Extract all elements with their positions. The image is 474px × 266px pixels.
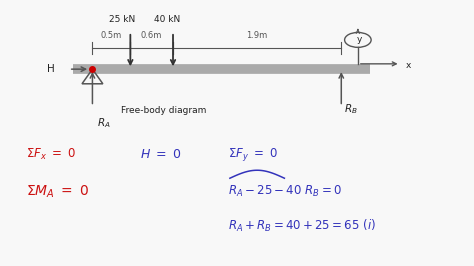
- Text: y: y: [356, 35, 362, 44]
- Text: $\Sigma F_y\ =\ 0$: $\Sigma F_y\ =\ 0$: [228, 146, 278, 163]
- Text: $R_A$: $R_A$: [97, 116, 111, 130]
- Text: 25 kN: 25 kN: [109, 15, 136, 24]
- Text: 40 kN: 40 kN: [154, 15, 180, 24]
- Text: $R_B$: $R_B$: [344, 102, 358, 116]
- Text: $\Sigma F_x\ =\ 0$: $\Sigma F_x\ =\ 0$: [26, 147, 76, 162]
- Text: 0.5m: 0.5m: [101, 31, 122, 40]
- Text: Free-body diagram: Free-body diagram: [121, 106, 206, 115]
- Text: $\Sigma M_A\ =\ 0$: $\Sigma M_A\ =\ 0$: [26, 183, 90, 200]
- Text: 1.9m: 1.9m: [246, 31, 268, 40]
- Text: H: H: [47, 64, 55, 74]
- Text: $H\ =\ 0$: $H\ =\ 0$: [140, 148, 182, 161]
- Text: $R_A + R_B = 40+25 = 65\ (i)$: $R_A + R_B = 40+25 = 65\ (i)$: [228, 218, 375, 234]
- Text: x: x: [405, 61, 410, 70]
- Text: $R_A - 25 - 40\ R_B = 0$: $R_A - 25 - 40\ R_B = 0$: [228, 184, 341, 199]
- Text: 0.6m: 0.6m: [141, 31, 163, 40]
